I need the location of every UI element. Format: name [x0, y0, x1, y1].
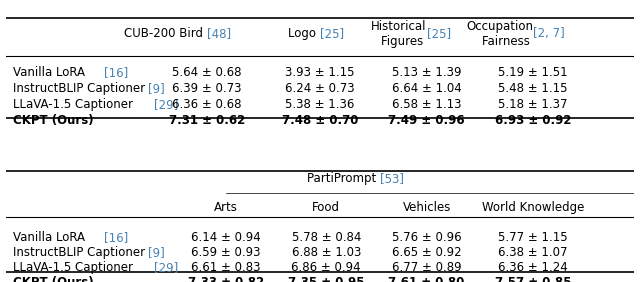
- Text: [25]: [25]: [320, 27, 344, 40]
- Text: 5.38 ± 1.36: 5.38 ± 1.36: [285, 98, 355, 111]
- Text: 7.35 ± 0.95: 7.35 ± 0.95: [288, 276, 365, 282]
- Text: 6.24 ± 0.73: 6.24 ± 0.73: [285, 82, 355, 95]
- Text: 6.58 ± 1.13: 6.58 ± 1.13: [392, 98, 461, 111]
- Text: 5.78 ± 0.84: 5.78 ± 0.84: [292, 231, 361, 244]
- Text: 3.93 ± 1.15: 3.93 ± 1.15: [285, 66, 355, 79]
- Text: LLaVA-1.5 Captioner: LLaVA-1.5 Captioner: [13, 98, 136, 111]
- Text: [53]: [53]: [380, 172, 404, 185]
- Text: 5.19 ± 1.51: 5.19 ± 1.51: [499, 66, 568, 79]
- Text: [9]: [9]: [148, 82, 164, 95]
- Text: 6.86 ± 0.94: 6.86 ± 0.94: [291, 261, 361, 274]
- Text: Vanilla LoRA: Vanilla LoRA: [13, 66, 88, 79]
- Text: [16]: [16]: [104, 66, 128, 79]
- Text: 5.18 ± 1.37: 5.18 ± 1.37: [499, 98, 568, 111]
- Text: 5.13 ± 1.39: 5.13 ± 1.39: [392, 66, 461, 79]
- Text: Vanilla LoRA: Vanilla LoRA: [13, 231, 88, 244]
- Text: 6.77 ± 0.89: 6.77 ± 0.89: [392, 261, 461, 274]
- Text: 7.31 ± 0.62: 7.31 ± 0.62: [169, 114, 245, 127]
- Text: 6.93 ± 0.92: 6.93 ± 0.92: [495, 114, 572, 127]
- Text: 7.48 ± 0.70: 7.48 ± 0.70: [282, 114, 358, 127]
- Text: [16]: [16]: [104, 231, 128, 244]
- Text: 5.48 ± 1.15: 5.48 ± 1.15: [499, 82, 568, 95]
- Text: Food: Food: [312, 201, 340, 214]
- Text: Occupation
Fairness: Occupation Fairness: [467, 19, 533, 48]
- Text: InstructBLIP Captioner: InstructBLIP Captioner: [13, 82, 148, 95]
- Text: Logo: Logo: [288, 27, 320, 40]
- Text: World Knowledge: World Knowledge: [482, 201, 584, 214]
- Text: 6.36 ± 0.68: 6.36 ± 0.68: [172, 98, 242, 111]
- Text: 5.77 ± 1.15: 5.77 ± 1.15: [499, 231, 568, 244]
- Text: [29]: [29]: [154, 261, 178, 274]
- Text: 6.59 ± 0.93: 6.59 ± 0.93: [191, 246, 260, 259]
- Text: 6.38 ± 1.07: 6.38 ± 1.07: [499, 246, 568, 259]
- Text: [29]: [29]: [154, 98, 178, 111]
- Text: [2, 7]: [2, 7]: [533, 27, 565, 40]
- Text: CUB-200 Bird: CUB-200 Bird: [124, 27, 207, 40]
- Text: 6.64 ± 1.04: 6.64 ± 1.04: [392, 82, 461, 95]
- Text: CKPT (Ours): CKPT (Ours): [13, 114, 93, 127]
- Text: 7.61 ± 0.80: 7.61 ± 0.80: [388, 276, 465, 282]
- Text: 5.76 ± 0.96: 5.76 ± 0.96: [392, 231, 461, 244]
- Text: 6.65 ± 0.92: 6.65 ± 0.92: [392, 246, 461, 259]
- Text: CKPT (Ours): CKPT (Ours): [13, 276, 93, 282]
- Text: 6.88 ± 1.03: 6.88 ± 1.03: [292, 246, 361, 259]
- Text: [48]: [48]: [207, 27, 231, 40]
- Text: 7.49 ± 0.96: 7.49 ± 0.96: [388, 114, 465, 127]
- Text: Historical
Figures: Historical Figures: [371, 19, 427, 48]
- Text: PartiPrompt: PartiPrompt: [307, 172, 380, 185]
- Text: 5.64 ± 0.68: 5.64 ± 0.68: [172, 66, 242, 79]
- Text: LLaVA-1.5 Captioner: LLaVA-1.5 Captioner: [13, 261, 136, 274]
- Text: [25]: [25]: [427, 27, 451, 40]
- Text: [9]: [9]: [148, 246, 164, 259]
- Text: 7.57 ± 0.85: 7.57 ± 0.85: [495, 276, 572, 282]
- Text: Arts: Arts: [214, 201, 238, 214]
- Text: 6.14 ± 0.94: 6.14 ± 0.94: [191, 231, 260, 244]
- Text: 6.36 ± 1.24: 6.36 ± 1.24: [499, 261, 568, 274]
- Text: 7.33 ± 0.82: 7.33 ± 0.82: [188, 276, 264, 282]
- Text: 6.39 ± 0.73: 6.39 ± 0.73: [172, 82, 242, 95]
- Text: 6.61 ± 0.83: 6.61 ± 0.83: [191, 261, 260, 274]
- Text: InstructBLIP Captioner: InstructBLIP Captioner: [13, 246, 148, 259]
- Text: Vehicles: Vehicles: [403, 201, 451, 214]
